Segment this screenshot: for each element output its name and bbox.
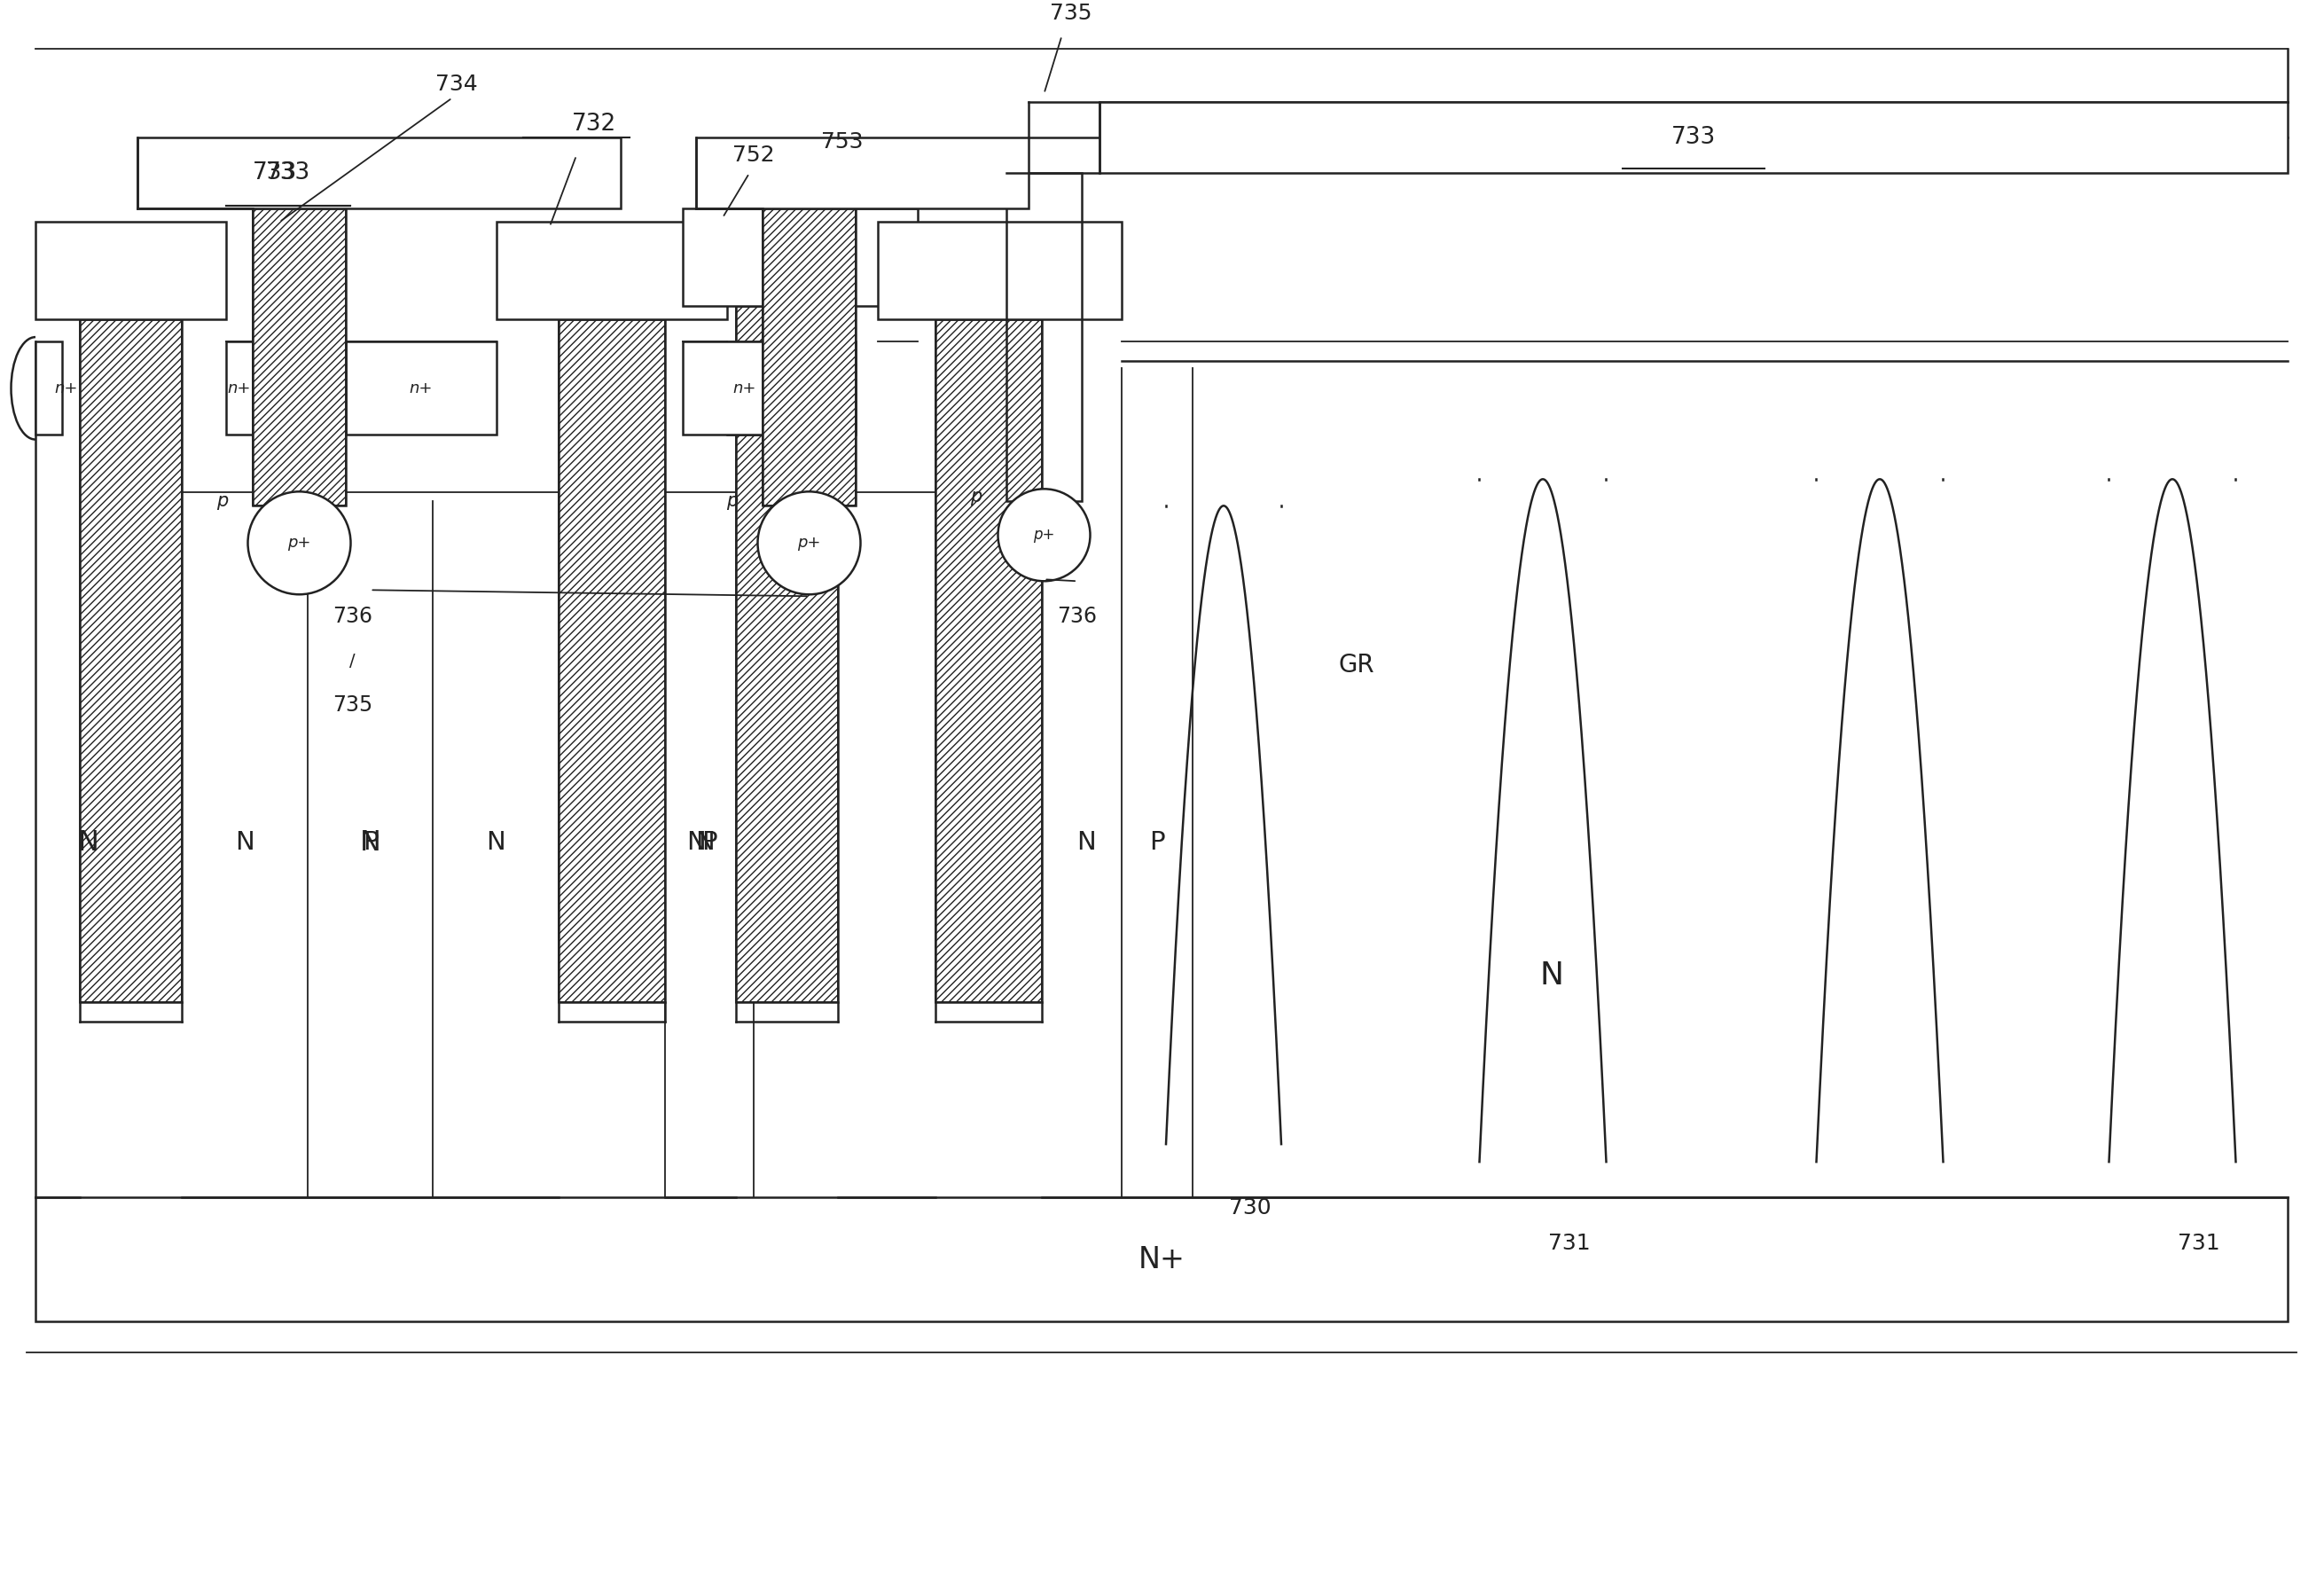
Text: 731: 731: [1548, 1233, 1590, 1254]
Text: p: p: [216, 492, 228, 510]
Bar: [683, 209, 918, 306]
Text: 734: 734: [435, 74, 479, 95]
Text: 735: 735: [1050, 3, 1092, 24]
Bar: [35, 222, 225, 320]
Text: 753: 753: [820, 131, 865, 154]
Text: N: N: [1076, 829, 1097, 855]
Text: P: P: [363, 829, 379, 855]
Bar: [79, 320, 181, 1002]
Text: p+: p+: [288, 535, 311, 551]
Text: n+: n+: [228, 380, 251, 396]
Text: P: P: [1150, 829, 1164, 855]
Text: 733: 733: [1671, 127, 1715, 149]
Bar: [762, 209, 855, 505]
Text: 735: 735: [332, 695, 372, 716]
Text: /: /: [349, 652, 356, 670]
Bar: [225, 342, 253, 435]
Text: 736: 736: [1057, 606, 1097, 627]
Bar: [937, 320, 1041, 1002]
Text: 732: 732: [572, 112, 616, 136]
Bar: [1006, 173, 1081, 502]
Text: p+: p+: [1034, 527, 1055, 543]
Bar: [737, 306, 839, 1002]
Text: N: N: [695, 829, 713, 855]
Text: N: N: [1541, 961, 1564, 991]
Text: N: N: [360, 829, 381, 856]
Text: GR: GR: [1339, 652, 1373, 678]
Text: n+: n+: [56, 380, 79, 396]
Text: N: N: [235, 829, 253, 855]
Bar: [737, 306, 839, 1002]
Text: N: N: [79, 829, 100, 856]
Bar: [937, 320, 1041, 1002]
Bar: [35, 1197, 2287, 1322]
Bar: [558, 320, 665, 1002]
Bar: [558, 320, 665, 1002]
Text: 730: 730: [1229, 1197, 1271, 1219]
Bar: [683, 342, 855, 435]
Text: p+: p+: [797, 535, 820, 551]
Bar: [697, 138, 1030, 209]
Text: 731: 731: [2178, 1233, 2219, 1254]
Bar: [727, 342, 762, 435]
Text: P: P: [702, 829, 718, 855]
Text: N: N: [686, 829, 706, 855]
Bar: [137, 138, 621, 209]
Text: n+: n+: [732, 380, 758, 396]
Circle shape: [758, 492, 860, 595]
Bar: [762, 209, 855, 505]
Text: p: p: [969, 488, 981, 507]
Bar: [35, 342, 63, 435]
Bar: [497, 222, 727, 320]
Text: N+: N+: [1139, 1244, 1185, 1274]
Text: N: N: [486, 829, 504, 855]
Bar: [346, 342, 497, 435]
Text: 733: 733: [253, 161, 297, 185]
Circle shape: [249, 492, 351, 595]
Text: 733: 733: [265, 161, 311, 185]
Bar: [253, 209, 346, 505]
Text: 752: 752: [732, 146, 774, 166]
Text: n+: n+: [409, 380, 432, 396]
Bar: [253, 209, 346, 505]
Text: p: p: [725, 492, 737, 510]
Text: 736: 736: [332, 606, 372, 627]
Bar: [79, 320, 181, 1002]
Bar: [878, 222, 1122, 320]
Bar: [1099, 103, 2287, 173]
Circle shape: [997, 489, 1090, 581]
